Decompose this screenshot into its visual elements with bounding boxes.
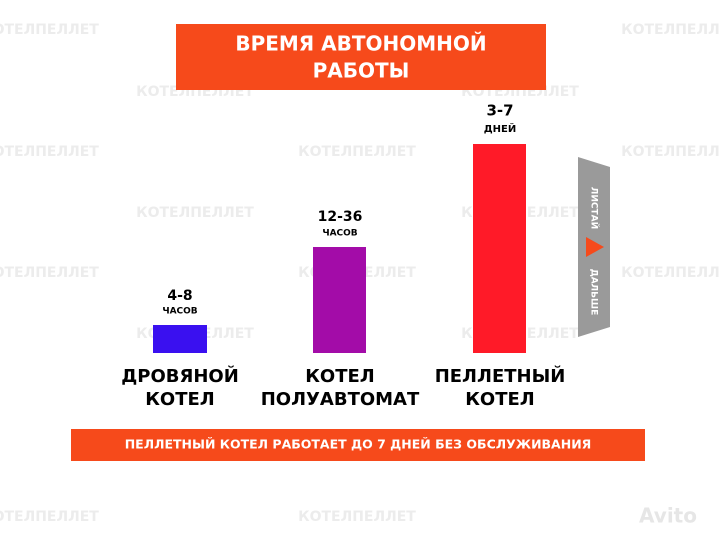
title-line: РАБОТЫ xyxy=(313,59,410,83)
bar-name: ПЕЛЛЕТНЫЙ xyxy=(435,365,566,387)
bar xyxy=(153,325,207,353)
bar-unit: ЧАСОВ xyxy=(322,229,357,239)
bar-name: ДРОВЯНОЙ xyxy=(121,365,239,387)
title-box xyxy=(176,24,546,90)
bar-name: КОТЕЛ xyxy=(305,366,375,387)
watermark: КОТЕЛПЕЛЛЕТ xyxy=(621,144,720,160)
watermark: КОТЕЛПЕЛЛЕТ xyxy=(298,509,416,525)
bar-amount: 4-8 xyxy=(167,288,192,304)
bar-name: КОТЕЛ xyxy=(145,389,215,410)
bar-unit: ЧАСОВ xyxy=(162,307,197,317)
watermark: КОТЕЛПЕЛЛЕТ xyxy=(0,265,99,281)
banner xyxy=(71,429,645,461)
watermark: КОТЕЛПЕЛЛЕТ xyxy=(621,265,720,281)
watermark: КОТЕЛПЕЛЛЕТ xyxy=(0,22,99,38)
side-text: ЛИСТАЙ xyxy=(589,187,601,229)
title-line: ВРЕМЯ АВТОНОМНОЙ xyxy=(235,32,486,56)
watermark: КОТЕЛПЕЛЛЕТ xyxy=(136,205,254,221)
side-text: ДАЛЬШЕ xyxy=(589,269,599,316)
side-arrow xyxy=(586,237,604,257)
watermark: КОТЕЛПЕЛЛЕТ xyxy=(298,144,416,160)
bar-amount: 12-36 xyxy=(318,209,363,225)
watermark: КОТЕЛПЕЛЛЕТ xyxy=(0,509,99,525)
watermark: КОТЕЛПЕЛЛЕТ xyxy=(0,144,99,160)
bar xyxy=(473,144,526,353)
brand: Avito xyxy=(639,504,697,528)
banner-text: ПЕЛЛЕТНЫЙ КОТЕЛ РАБОТАЕТ ДО 7 ДНЕЙ БЕЗ О… xyxy=(125,437,592,452)
bar xyxy=(313,247,366,353)
bar-unit: ДНЕЙ xyxy=(484,122,516,135)
bar-name: КОТЕЛ xyxy=(465,389,535,410)
watermark: КОТЕЛПЕЛЛЕТ xyxy=(621,22,720,38)
bar-amount: 3-7 xyxy=(486,102,513,120)
bar-name: ПОЛУАВТОМАТ xyxy=(261,389,420,410)
